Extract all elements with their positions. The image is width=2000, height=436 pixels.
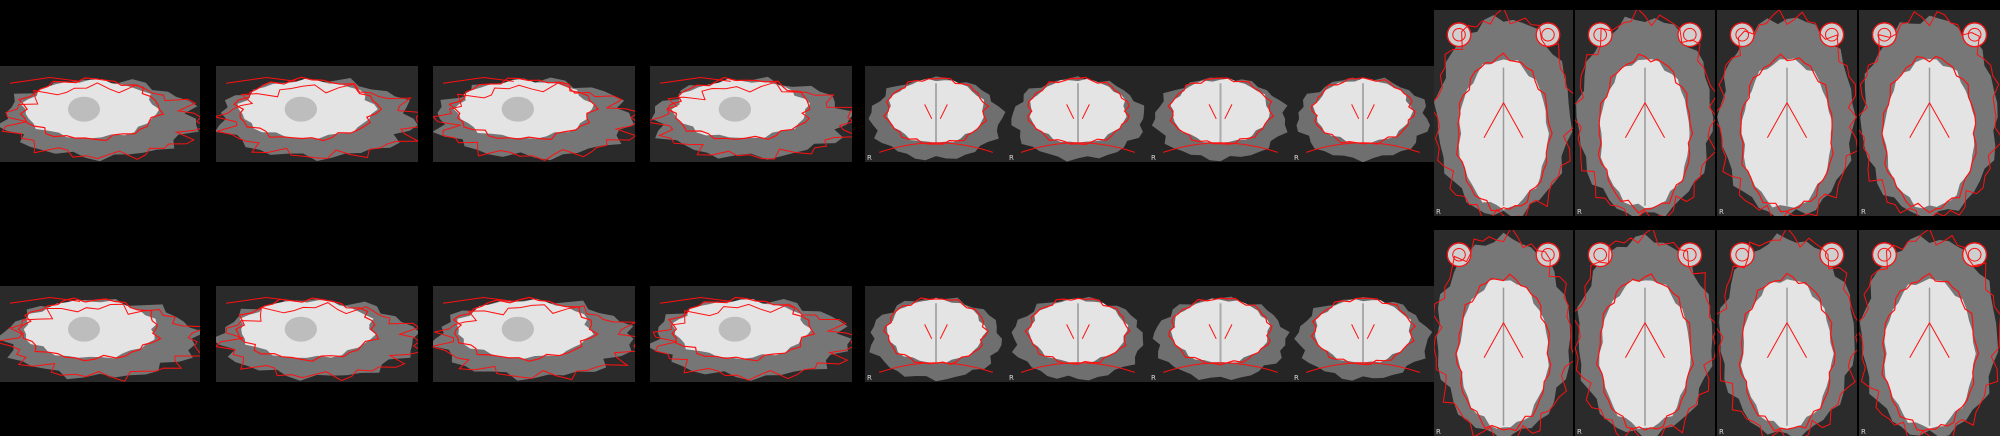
axial-mri-image bbox=[1859, 230, 2000, 436]
orientation-label: R bbox=[1436, 208, 1441, 216]
axial-slice-2-10: R bbox=[1575, 230, 1715, 436]
sagittal-mri-image bbox=[650, 286, 852, 382]
coronal-mri-image bbox=[1292, 286, 1434, 382]
coronal-slice-1-6: R bbox=[1007, 66, 1149, 162]
orientation-label: R bbox=[1009, 374, 1014, 382]
orientation-label: R bbox=[1719, 208, 1724, 216]
coronal-slice-1-7: R bbox=[1149, 66, 1292, 162]
sagittal-slice-2-1 bbox=[0, 286, 200, 382]
sagittal-slice-1-2 bbox=[216, 66, 418, 162]
orientation-label: R bbox=[867, 154, 872, 162]
orientation-label: R bbox=[1151, 154, 1156, 162]
coronal-mri-image bbox=[865, 286, 1007, 382]
sagittal-slice-1-3 bbox=[433, 66, 635, 162]
sagittal-mri-image bbox=[0, 286, 200, 382]
axial-slice-2-12: R bbox=[1859, 230, 2000, 436]
orientation-label: R bbox=[1294, 154, 1299, 162]
coronal-mri-image bbox=[865, 66, 1007, 162]
axial-mri-image bbox=[1434, 230, 1573, 436]
axial-slice-2-11: R bbox=[1717, 230, 1857, 436]
sagittal-mri-image bbox=[433, 66, 635, 162]
coronal-mri-image bbox=[1007, 66, 1149, 162]
sagittal-slice-2-4 bbox=[650, 286, 852, 382]
sagittal-mri-image bbox=[0, 66, 200, 162]
coronal-slice-2-8: R bbox=[1292, 286, 1434, 382]
axial-mri-image bbox=[1575, 230, 1715, 436]
axial-mri-image bbox=[1434, 10, 1573, 216]
coronal-mri-image bbox=[1007, 286, 1149, 382]
sagittal-mri-image bbox=[216, 66, 418, 162]
sagittal-slice-2-3 bbox=[433, 286, 635, 382]
axial-mri-image bbox=[1717, 10, 1857, 216]
coronal-slice-1-8: R bbox=[1292, 66, 1434, 162]
sagittal-slice-1-4 bbox=[650, 66, 852, 162]
axial-mri-image bbox=[1575, 10, 1715, 216]
sagittal-slice-1-1 bbox=[0, 66, 200, 162]
axial-slice-1-12: R bbox=[1859, 10, 2000, 216]
axial-slice-1-11: R bbox=[1717, 10, 1857, 216]
sagittal-mri-image bbox=[216, 286, 418, 382]
axial-mri-image bbox=[1859, 10, 2000, 216]
orientation-label: R bbox=[1151, 374, 1156, 382]
orientation-label: R bbox=[867, 374, 872, 382]
axial-slice-1-10: R bbox=[1575, 10, 1715, 216]
coronal-slice-2-5: R bbox=[865, 286, 1007, 382]
orientation-label: R bbox=[1577, 428, 1582, 436]
coronal-slice-2-7: R bbox=[1149, 286, 1292, 382]
orientation-label: R bbox=[1861, 208, 1866, 216]
orientation-label: R bbox=[1436, 428, 1441, 436]
orientation-label: R bbox=[1719, 428, 1724, 436]
coronal-slice-2-6: R bbox=[1007, 286, 1149, 382]
coronal-mri-image bbox=[1149, 66, 1292, 162]
sagittal-mri-image bbox=[650, 66, 852, 162]
axial-slice-1-9: R bbox=[1434, 10, 1573, 216]
sagittal-slice-2-2 bbox=[216, 286, 418, 382]
orientation-label: R bbox=[1861, 428, 1866, 436]
orientation-label: R bbox=[1577, 208, 1582, 216]
coronal-mri-image bbox=[1149, 286, 1292, 382]
coronal-slice-1-5: R bbox=[865, 66, 1007, 162]
orientation-label: R bbox=[1294, 374, 1299, 382]
axial-mri-image bbox=[1717, 230, 1857, 436]
coronal-mri-image bbox=[1292, 66, 1434, 162]
axial-slice-2-9: R bbox=[1434, 230, 1573, 436]
orientation-label: R bbox=[1009, 154, 1014, 162]
sagittal-mri-image bbox=[433, 286, 635, 382]
